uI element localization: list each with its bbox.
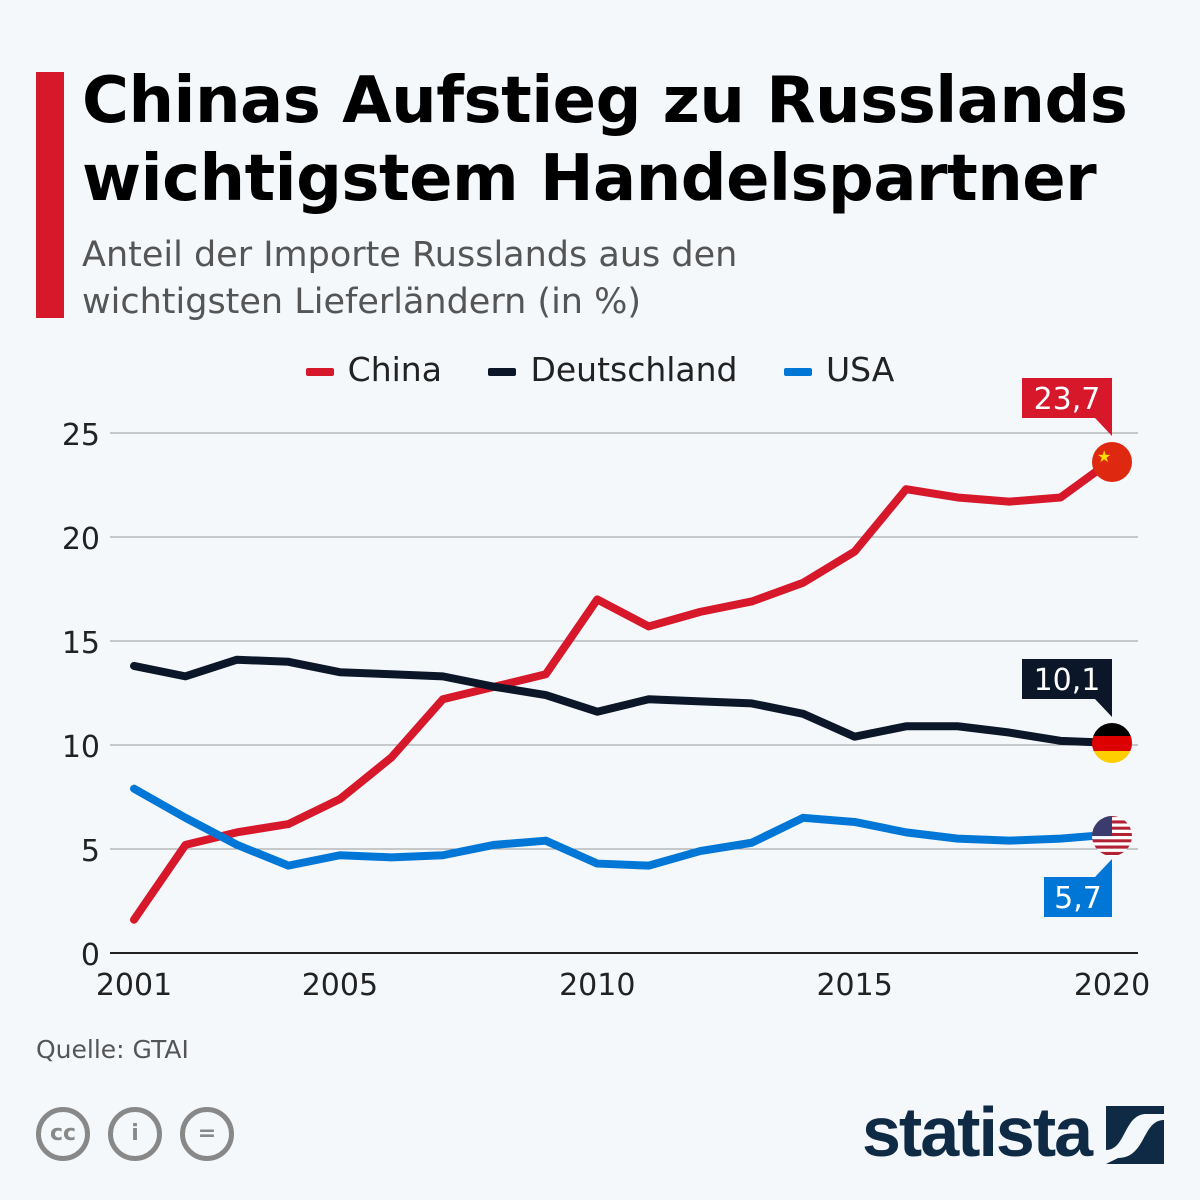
- flag-stripe: [1092, 836, 1132, 840]
- flag-stripe: [1092, 736, 1132, 751]
- flag-stripe: [1092, 848, 1132, 852]
- x-tick-label: 2001: [96, 968, 172, 1003]
- subtitle-line-1: Anteil der Importe Russlands aus den: [82, 235, 738, 275]
- title-line-1: Chinas Aufstieg zu Russlands: [82, 64, 1128, 138]
- y-tick-label: 15: [62, 626, 100, 661]
- flag-canton: [1092, 816, 1112, 836]
- value-label: 10,1: [1034, 663, 1101, 698]
- flag-stripe: [1092, 842, 1132, 846]
- x-tick-label: 2015: [816, 968, 892, 1003]
- statista-logo: statista: [862, 1092, 1093, 1172]
- cc-icon: cc: [36, 1107, 90, 1161]
- value-label-box: [1044, 877, 1112, 917]
- x-tick-label: 2020: [1074, 968, 1150, 1003]
- y-tick-label: 20: [62, 522, 100, 557]
- legend-item-deutschland: Deutschland: [488, 350, 738, 389]
- x-tick-label: 2005: [302, 968, 378, 1003]
- legend-item-china: China: [305, 350, 442, 389]
- y-tick-label: 0: [81, 938, 100, 973]
- chart-title: Chinas Aufstieg zu Russlands wichtigstem…: [82, 62, 1128, 218]
- y-tick-label: 10: [62, 730, 100, 765]
- value-label-pointer: [1095, 699, 1112, 717]
- legend-label: Deutschland: [530, 350, 738, 389]
- legend-swatch: [305, 367, 334, 376]
- value-label-pointer: [1095, 859, 1112, 877]
- legend: China Deutschland USA: [0, 350, 1200, 389]
- chart-subtitle: Anteil der Importe Russlands aus den wic…: [82, 232, 737, 326]
- value-label-box: [1022, 659, 1112, 699]
- flag-stripe: [1092, 855, 1132, 856]
- series-line-deutschland: [130, 655, 1116, 747]
- legend-swatch: [784, 367, 813, 376]
- value-label-pointer: [1095, 418, 1112, 436]
- value-label: 23,7: [1034, 382, 1101, 417]
- series-line-china: [130, 456, 1116, 924]
- legend-swatch: [488, 367, 517, 376]
- value-label-box: [1022, 378, 1112, 418]
- by-icon: i: [108, 1107, 162, 1161]
- germany-flag: [1092, 723, 1132, 763]
- legend-label: USA: [826, 350, 895, 389]
- title-line-2: wichtigstem Handelspartner: [82, 142, 1097, 216]
- flag-star: ★: [1097, 447, 1111, 466]
- y-tick-label: 25: [62, 418, 100, 453]
- flag-stripe: [1092, 851, 1132, 855]
- flag-stripe: [1092, 839, 1132, 843]
- flag-stripe: [1092, 751, 1132, 763]
- x-tick-label: 2010: [559, 968, 635, 1003]
- value-label: 5,7: [1054, 881, 1102, 916]
- nd-icon: =: [180, 1107, 234, 1161]
- china-flag: ★: [1092, 442, 1132, 482]
- series-line-usa: [130, 784, 1116, 870]
- accent-bar: [36, 72, 64, 318]
- legend-label: China: [347, 350, 442, 389]
- statista-logo-mark: [1106, 1106, 1164, 1164]
- y-tick-label: 5: [81, 834, 100, 869]
- subtitle-line-2: wichtigsten Lieferländern (in %): [82, 282, 642, 322]
- flag-stripe: [1092, 845, 1132, 849]
- flag-stripe: [1092, 723, 1132, 736]
- source-note: Quelle: GTAI: [36, 1035, 189, 1064]
- flag-field: [1092, 442, 1132, 482]
- usa-flag: [1092, 816, 1132, 856]
- legend-item-usa: USA: [784, 350, 894, 389]
- brand-text: statista: [862, 1093, 1093, 1171]
